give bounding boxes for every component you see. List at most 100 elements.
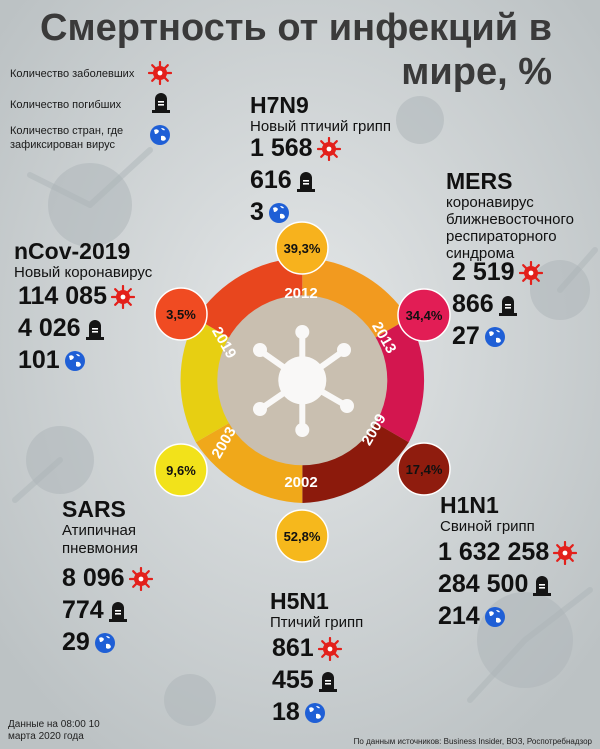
stat-countries-h7n9: 3 [250, 198, 290, 226]
countries-value: 214 [438, 602, 480, 630]
virus-desc-ncov: Новый коронавирус [14, 264, 153, 281]
countries-value: 29 [62, 628, 90, 656]
stat-deaths-h5n1: 455 [272, 666, 338, 694]
virus-block-h5n1: H5N1 Птичий грипп [270, 588, 363, 632]
stat-deaths-ncov: 4 026 [18, 314, 105, 342]
virus-icon [148, 61, 172, 85]
countries-value: 101 [18, 346, 60, 374]
deaths-value: 4 026 [18, 314, 81, 342]
virus-icon [317, 637, 342, 662]
virus-name-mers: MERS [446, 168, 513, 194]
virus-block-ncov: nCov-2019 Новый коронавирус [14, 238, 152, 282]
deaths-value: 455 [272, 666, 314, 694]
legend-deaths-label: Количество погибших [10, 99, 122, 111]
globe-icon [268, 203, 289, 224]
tombstone-icon [498, 296, 517, 317]
virus-block-h7n9: H7N9 Новый птичий грипп [250, 92, 391, 136]
deaths-value: 284 500 [438, 570, 529, 598]
tombstone-icon [152, 93, 170, 113]
virus-name-sars: SARS [62, 496, 126, 522]
footer-date: Данные на 08:00 10 марта 2020 года [8, 719, 100, 742]
rate-circle-h5n1 [275, 509, 329, 563]
stat-countries-ncov: 101 [18, 346, 86, 374]
cases-value: 1 632 258 [438, 538, 550, 566]
countries-value: 27 [452, 322, 480, 350]
globe-icon [94, 633, 115, 654]
cases-value: 8 096 [62, 564, 125, 592]
rate-circle-mers [397, 288, 451, 342]
cases-value: 2 519 [452, 258, 515, 286]
virus-icon [518, 261, 543, 286]
virus-desc-mers: коронавирус ближневосточного респираторн… [446, 194, 574, 262]
rate-value-ncov: 3,5% [166, 307, 196, 322]
deaths-value: 866 [452, 290, 494, 318]
virus-desc-h7n9: Новый птичий грипп [250, 118, 392, 135]
sector-sars [180, 318, 238, 443]
cases-value: 114 085 [18, 282, 107, 310]
globe-icon [150, 125, 170, 145]
virus-block-mers: MERS коронавирус ближневосточного респир… [446, 168, 596, 262]
stat-countries-h5n1: 18 [272, 698, 326, 726]
stat-countries-h1n1: 214 [438, 602, 506, 630]
virus-name-h1n1: H1N1 [440, 492, 499, 518]
tombstone-icon [533, 576, 552, 597]
rate-value-h5n1: 52,8% [284, 529, 321, 544]
stat-deaths-sars: 774 [62, 596, 128, 624]
globe-icon [64, 351, 85, 372]
stat-cases-ncov: 114 085 [18, 282, 135, 310]
tombstone-icon [318, 672, 337, 693]
tombstone-icon [296, 172, 315, 193]
virus-desc-sars: Атипичная пневмония [62, 522, 138, 557]
virus-icon [128, 567, 153, 592]
rate-value-sars: 9,6% [166, 463, 196, 478]
stat-countries-mers: 27 [452, 322, 506, 350]
virus-block-h1n1: H1N1 Свиной грипп [440, 492, 535, 536]
sector-h1n1 [302, 418, 409, 503]
virus-center-icon [253, 325, 354, 437]
deaths-value: 774 [62, 596, 104, 624]
tombstone-icon [85, 320, 104, 341]
rate-value-mers: 34,4% [406, 308, 443, 323]
stat-deaths-mers: 866 [452, 290, 518, 318]
virus-icon [316, 137, 341, 162]
virus-name-h5n1: H5N1 [270, 588, 329, 614]
virus-desc-h5n1: Птичий грипп [270, 614, 364, 631]
stat-cases-h7n9: 1 568 [250, 134, 341, 162]
legend-cases-label: Количество заболевших [10, 68, 135, 80]
rate-circle-h7n9 [275, 221, 329, 275]
page-title: Смертность от инфекций в мире, % [40, 7, 552, 93]
cases-value: 1 568 [250, 134, 313, 162]
countries-value: 18 [272, 698, 300, 726]
stat-cases-sars: 8 096 [62, 564, 153, 592]
rate-value-h7n9: 39,3% [284, 241, 321, 256]
stat-cases-mers: 2 519 [452, 258, 543, 286]
year-label-h7n9: 2012 [284, 285, 317, 302]
globe-icon [484, 607, 505, 628]
rate-circle-ncov [154, 287, 208, 341]
rate-value-h1n1: 17,4% [406, 462, 443, 477]
sector-mers [367, 318, 425, 443]
stat-deaths-h7n9: 616 [250, 166, 316, 194]
virus-block-sars: SARS Атипичная пневмония [62, 496, 182, 558]
sector-ncov [195, 257, 303, 343]
globe-icon [304, 703, 325, 724]
globe-icon [484, 327, 505, 348]
cases-value: 861 [272, 634, 314, 662]
rate-circle-h1n1 [397, 442, 451, 496]
virus-name-ncov: nCov-2019 [14, 238, 131, 264]
sector-h5n1 [195, 418, 303, 503]
virus-name-h7n9: H7N9 [250, 92, 309, 118]
mortality-diagram: 2012 2013 2009 2002 2003 2019 39,3% 34,4… [154, 221, 451, 563]
tombstone-icon [108, 602, 127, 623]
stat-cases-h1n1: 1 632 258 [438, 538, 578, 566]
year-label-h5n1: 2002 [284, 474, 317, 491]
stat-countries-sars: 29 [62, 628, 116, 656]
stat-cases-h5n1: 861 [272, 634, 342, 662]
countries-value: 3 [250, 198, 264, 226]
virus-icon [111, 285, 135, 310]
footer-source: По данным источников: Business Insider, … [353, 737, 592, 746]
deaths-value: 616 [250, 166, 292, 194]
stat-deaths-h1n1: 284 500 [438, 570, 552, 598]
sector-h7n9 [302, 257, 409, 343]
rate-circle-sars [154, 443, 208, 497]
